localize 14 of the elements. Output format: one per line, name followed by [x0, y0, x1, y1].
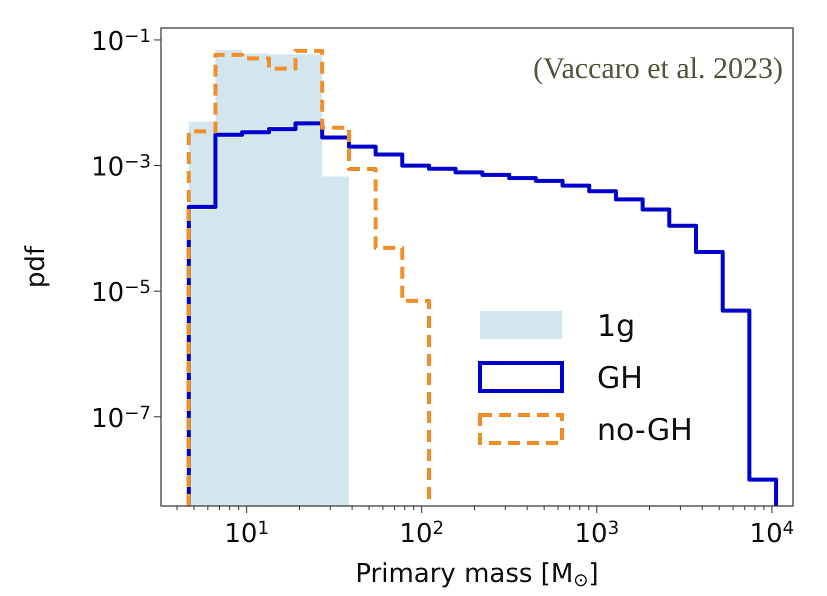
x-tick-label: 10$^{1}$ [224, 518, 270, 549]
y-axis-title: pdf [21, 245, 51, 288]
legend-label: 1g [597, 309, 636, 344]
y-tick-label: 10$^{−1}$ [91, 26, 151, 57]
series-label: GH [597, 361, 643, 396]
x-tick-label: 10$^{2}$ [399, 518, 444, 549]
legend-label: no-GH [597, 413, 693, 448]
y-tick-label: 10$^{−5}$ [91, 277, 151, 308]
x-axis-title: Primary mass [M$_{⊙}$] [355, 559, 599, 591]
y-tick-label: 10$^{−3}$ [91, 151, 151, 183]
y-tick-label: 10$^{−7}$ [91, 402, 151, 434]
x-tick-label: 10$^{3}$ [574, 518, 620, 549]
annotation: (Vaccaro et al. 2023) [533, 52, 783, 85]
x-tick-label: 10$^{4}$ [750, 518, 794, 549]
